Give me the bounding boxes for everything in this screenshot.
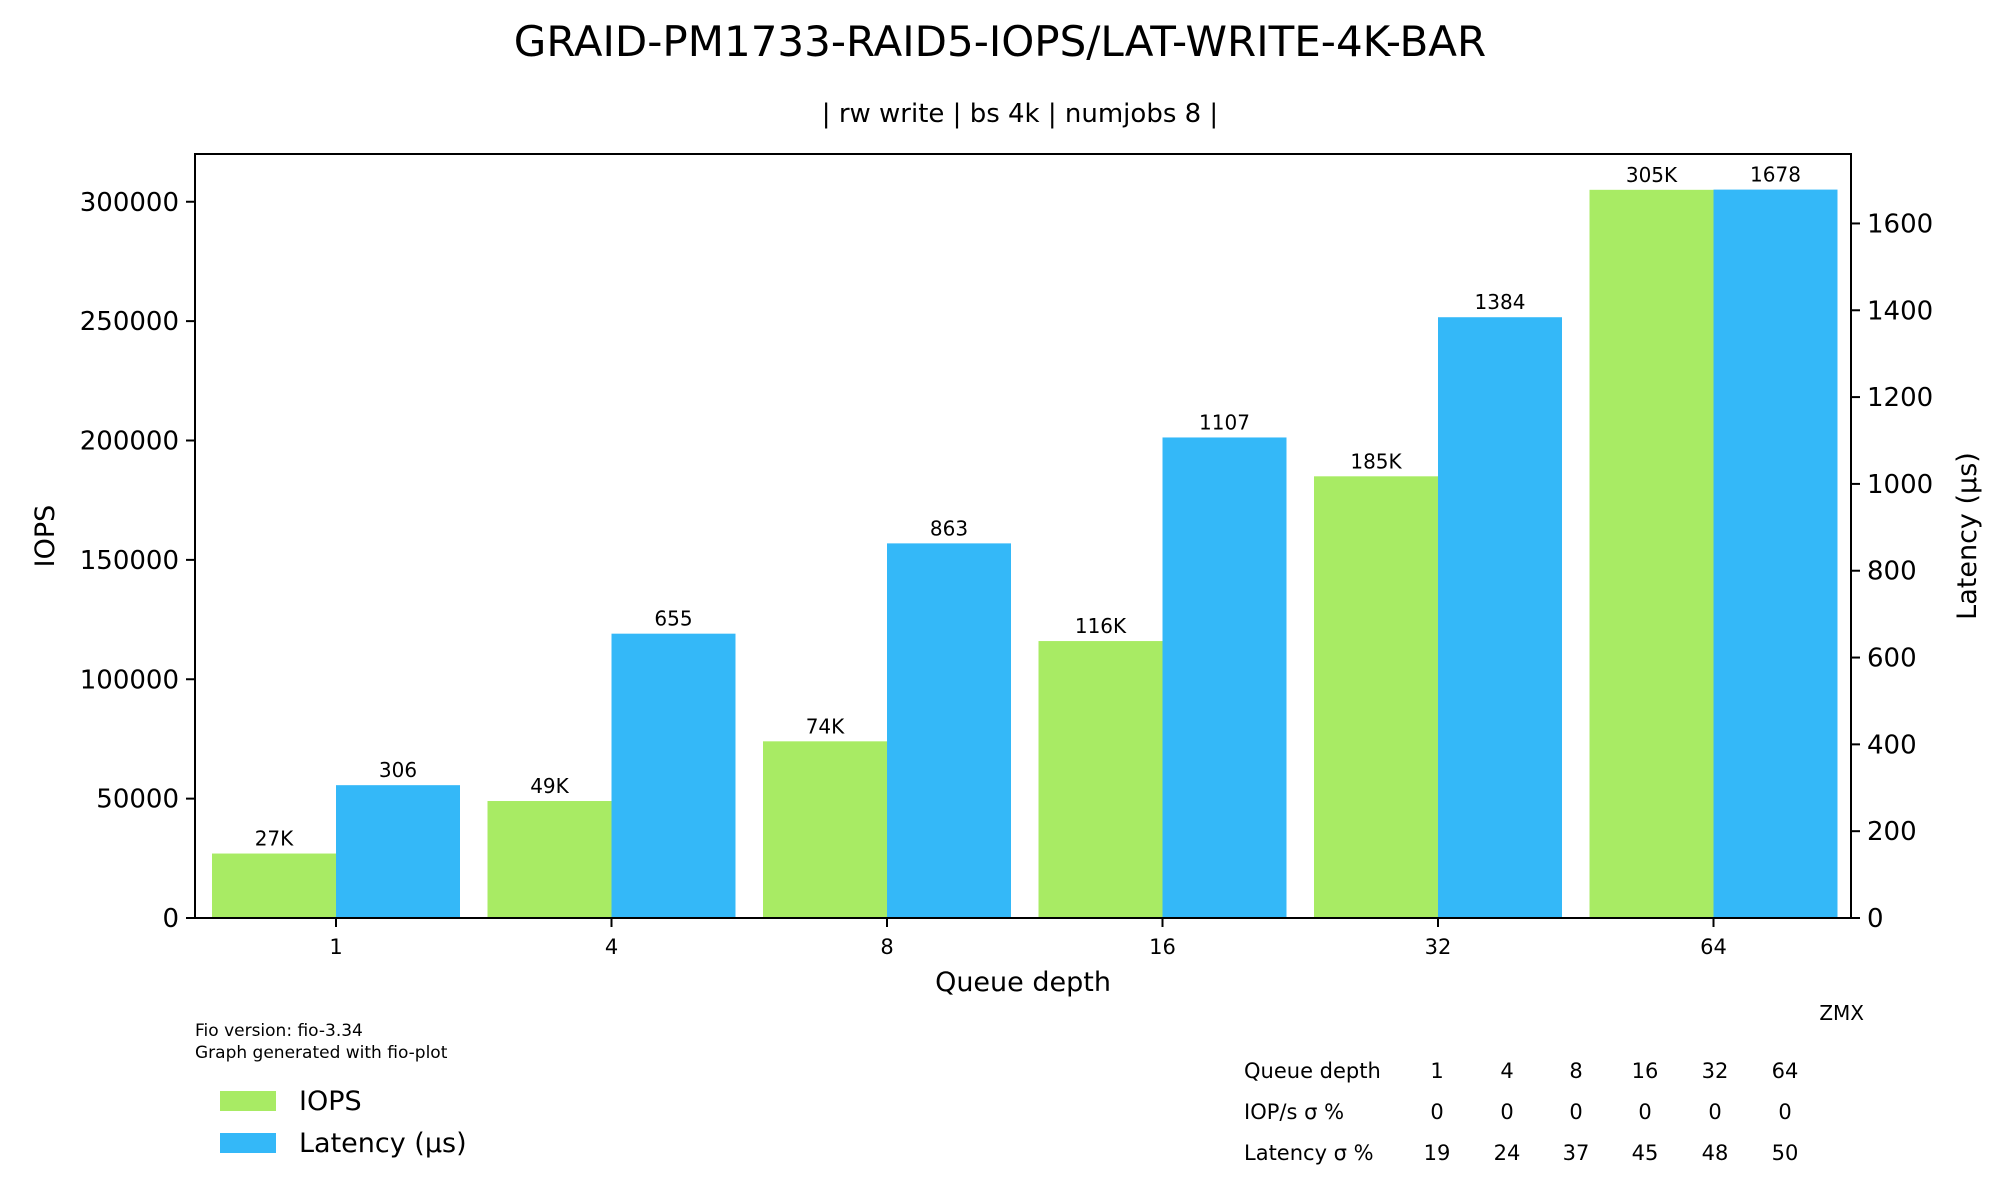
- latency-bar-label-4: 655: [654, 607, 692, 631]
- legend: IOPS Latency (µs): [220, 1086, 467, 1159]
- iops-bar-label-1: 27K: [255, 827, 294, 851]
- left-tick-label: 300000: [80, 188, 179, 218]
- stats-cell: 64: [1772, 1059, 1799, 1083]
- stats-cell: 32: [1702, 1059, 1729, 1083]
- right-tick-label: 1400: [1867, 296, 1933, 326]
- chart-title: GRAID-PM1733-RAID5-IOPS/LAT-WRITE-4K-BAR: [514, 17, 1486, 66]
- footnote-fio-version: Fio version: fio-3.34: [195, 1021, 363, 1041]
- x-tick-label: 1: [329, 935, 342, 959]
- left-tick-label: 250000: [80, 307, 179, 337]
- stats-cell: 1: [1430, 1059, 1443, 1083]
- stats-cell: 48: [1702, 1141, 1729, 1165]
- legend-swatch-1: [220, 1133, 276, 1153]
- iops-bar-label-4: 49K: [530, 774, 569, 798]
- iops-bar-label-32: 185K: [1350, 449, 1402, 473]
- latency-bar-1: [336, 785, 460, 918]
- y-axis-label-left: IOPS: [30, 505, 61, 568]
- latency-bar-16: [1162, 437, 1287, 918]
- stats-cell: 50: [1772, 1141, 1799, 1165]
- iops-bar-label-8: 74K: [806, 714, 845, 738]
- x-tick-label: 8: [880, 935, 893, 959]
- latency-bar-32: [1438, 317, 1562, 919]
- stats-cell: 24: [1494, 1141, 1521, 1165]
- footnote-generator: Graph generated with fio-plot: [195, 1043, 448, 1063]
- stats-cell: 0: [1708, 1100, 1721, 1124]
- iops-bar-8: [763, 741, 887, 918]
- stats-row-label: IOP/s σ %: [1244, 1100, 1344, 1124]
- right-tick-label: 400: [1867, 730, 1917, 760]
- right-axis: 0 200 400 600 800 1000 1200 1400 1600: [1851, 209, 1933, 934]
- stats-cell: 19: [1424, 1141, 1451, 1165]
- stats-cell: 8: [1569, 1059, 1582, 1083]
- iops-bar-label-64: 305K: [1626, 163, 1678, 187]
- latency-bar-8: [887, 543, 1011, 918]
- legend-label-1: Latency (µs): [299, 1128, 467, 1159]
- stats-cell: 0: [1430, 1100, 1443, 1124]
- x-tick-label: 4: [605, 935, 618, 959]
- right-tick-label: 1600: [1867, 209, 1933, 239]
- iops-bar-1: [212, 853, 336, 918]
- stats-cell: 0: [1778, 1100, 1791, 1124]
- right-tick-label: 200: [1867, 817, 1917, 847]
- x-tick-label: 16: [1149, 935, 1176, 959]
- iops-bar-label-16: 116K: [1075, 614, 1127, 638]
- right-tick-label: 800: [1867, 557, 1917, 587]
- iops-bar-4: [487, 801, 612, 918]
- plot-frame: [194, 153, 1852, 919]
- left-tick-label: 200000: [80, 427, 179, 457]
- watermark-text: ZMX: [1819, 1001, 1864, 1025]
- left-tick-label: 0: [162, 904, 179, 934]
- right-tick-label: 1000: [1867, 470, 1933, 500]
- latency-bar-label-1: 306: [379, 758, 417, 782]
- right-tick-label: 0: [1867, 904, 1884, 934]
- x-tick-label: 32: [1425, 935, 1452, 959]
- stats-row-label: Queue depth: [1244, 1059, 1381, 1083]
- latency-bar-label-8: 863: [930, 516, 968, 540]
- x-axis: 1 4 8 16 32 64: [329, 918, 1727, 959]
- legend-swatch-0: [220, 1091, 276, 1111]
- stats-cell: 37: [1563, 1141, 1590, 1165]
- stats-cell: 0: [1638, 1100, 1651, 1124]
- stats-cell: 0: [1569, 1100, 1582, 1124]
- stats-row-label: Latency σ %: [1244, 1141, 1374, 1165]
- legend-label-0: IOPS: [299, 1086, 362, 1117]
- x-axis-label: Queue depth: [935, 967, 1111, 998]
- y-axis-label-right: Latency (µs): [1952, 452, 1983, 620]
- right-tick-label: 1200: [1867, 383, 1933, 413]
- iops-bar-64: [1589, 189, 1714, 918]
- left-tick-label: 50000: [96, 785, 179, 815]
- stats-cell: 16: [1632, 1059, 1659, 1083]
- stats-cell: 45: [1632, 1141, 1659, 1165]
- latency-bar-4: [611, 633, 736, 918]
- iops-bar-32: [1314, 476, 1438, 918]
- chart-subtitle: | rw write | bs 4k | numjobs 8 |: [822, 99, 1218, 129]
- bars-group: [212, 189, 1838, 919]
- left-axis: 0 50000 100000 150000 200000 250000 300000: [80, 188, 195, 934]
- stats-cell: 0: [1500, 1100, 1513, 1124]
- left-tick-label: 100000: [80, 665, 179, 695]
- left-tick-label: 150000: [80, 546, 179, 576]
- x-tick-label: 64: [1700, 935, 1727, 959]
- latency-bar-label-64: 1678: [1750, 163, 1801, 187]
- bar-labels-group: 27K 306 49K 655 74K 863 116K 1107 185K 1384 305K 16…: [255, 163, 1801, 851]
- right-tick-label: 600: [1867, 644, 1917, 674]
- latency-bar-64: [1713, 189, 1838, 918]
- stats-cell: 4: [1500, 1059, 1513, 1083]
- iops-bar-16: [1038, 641, 1163, 918]
- latency-bar-label-32: 1384: [1475, 290, 1526, 314]
- latency-bar-label-16: 1107: [1199, 410, 1250, 434]
